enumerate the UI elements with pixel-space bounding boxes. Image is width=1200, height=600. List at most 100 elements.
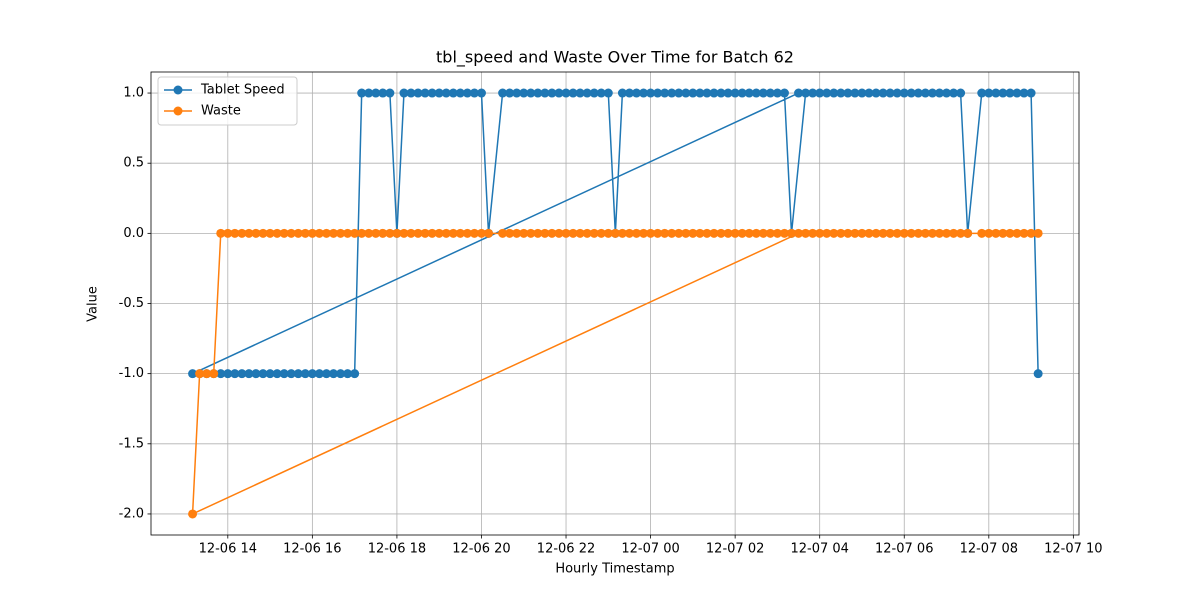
data-point xyxy=(723,228,733,238)
data-point xyxy=(328,228,338,238)
data-point xyxy=(624,228,634,238)
data-point xyxy=(321,369,331,379)
data-point xyxy=(195,369,205,379)
data-point xyxy=(934,88,944,98)
data-point xyxy=(293,228,303,238)
data-point xyxy=(512,88,522,98)
data-point xyxy=(547,88,557,98)
data-point xyxy=(1033,369,1043,379)
data-point xyxy=(512,228,522,238)
data-point xyxy=(441,228,451,238)
data-point xyxy=(688,228,698,238)
data-point xyxy=(751,88,761,98)
data-point xyxy=(272,228,282,238)
data-point xyxy=(244,369,254,379)
data-point xyxy=(942,228,952,238)
data-point xyxy=(413,228,423,238)
x-tick-label: 12-06 20 xyxy=(452,542,510,557)
data-point xyxy=(596,228,606,238)
data-point xyxy=(575,228,585,238)
data-point xyxy=(540,228,550,238)
data-point xyxy=(977,88,987,98)
x-tick-label: 12-07 10 xyxy=(1044,542,1102,557)
data-point xyxy=(427,88,437,98)
data-point xyxy=(829,228,839,238)
data-point xyxy=(709,88,719,98)
data-point xyxy=(681,88,691,98)
data-point xyxy=(822,228,832,238)
x-tick-label: 12-07 08 xyxy=(960,542,1018,557)
data-point xyxy=(984,228,994,238)
data-point xyxy=(794,228,804,238)
data-point xyxy=(568,228,578,238)
data-point xyxy=(984,88,994,98)
data-point xyxy=(251,369,261,379)
data-point xyxy=(399,228,409,238)
data-point xyxy=(843,228,853,238)
data-point xyxy=(434,88,444,98)
data-point xyxy=(209,369,219,379)
data-point xyxy=(448,88,458,98)
data-point xyxy=(279,228,289,238)
data-point xyxy=(300,369,310,379)
data-point xyxy=(307,369,317,379)
x-tick-label: 12-06 16 xyxy=(283,542,341,557)
data-point xyxy=(836,88,846,98)
x-tick-label: 12-06 22 xyxy=(537,542,595,557)
data-point xyxy=(646,228,656,238)
data-point xyxy=(392,228,402,238)
data-point xyxy=(878,228,888,238)
data-point xyxy=(934,228,944,238)
data-point xyxy=(610,228,620,238)
data-point xyxy=(244,228,254,238)
data-point xyxy=(709,228,719,238)
y-tick-label: 0.5 xyxy=(123,156,144,171)
data-point xyxy=(765,228,775,238)
data-point xyxy=(350,369,360,379)
data-point xyxy=(505,228,515,238)
data-point xyxy=(554,88,564,98)
data-point xyxy=(589,228,599,238)
data-point xyxy=(582,228,592,238)
y-tick-label: -1.5 xyxy=(119,436,144,451)
data-point xyxy=(744,88,754,98)
data-point xyxy=(476,88,486,98)
data-point xyxy=(779,88,789,98)
data-point xyxy=(942,88,952,98)
data-point xyxy=(547,228,557,238)
data-point xyxy=(434,228,444,238)
data-point xyxy=(857,228,867,238)
data-point xyxy=(815,228,825,238)
data-point xyxy=(808,88,818,98)
data-point xyxy=(956,228,966,238)
data-point xyxy=(843,88,853,98)
data-point xyxy=(624,88,634,98)
data-point xyxy=(991,228,1001,238)
data-point xyxy=(188,509,198,519)
data-point xyxy=(519,88,529,98)
data-point xyxy=(963,228,973,238)
chart-title: tbl_speed and Waste Over Time for Batch … xyxy=(436,48,794,68)
y-axis-label: Value xyxy=(86,286,101,322)
data-point xyxy=(469,88,479,98)
data-point xyxy=(202,369,212,379)
data-point xyxy=(779,228,789,238)
data-point xyxy=(533,88,543,98)
data-point xyxy=(737,228,747,238)
data-point xyxy=(878,88,888,98)
data-point xyxy=(913,88,923,98)
data-point xyxy=(1005,228,1015,238)
data-point xyxy=(420,88,430,98)
legend-label: Waste xyxy=(201,104,241,119)
data-point xyxy=(462,88,472,98)
x-tick-label: 12-07 04 xyxy=(790,542,848,557)
data-point xyxy=(1026,88,1036,98)
data-point xyxy=(385,228,395,238)
data-point xyxy=(568,88,578,98)
data-point xyxy=(343,228,353,238)
data-point xyxy=(927,228,937,238)
y-tick-label: -0.5 xyxy=(119,296,144,311)
x-tick-label: 12-07 00 xyxy=(621,542,679,557)
data-point xyxy=(272,369,282,379)
data-point xyxy=(808,228,818,238)
